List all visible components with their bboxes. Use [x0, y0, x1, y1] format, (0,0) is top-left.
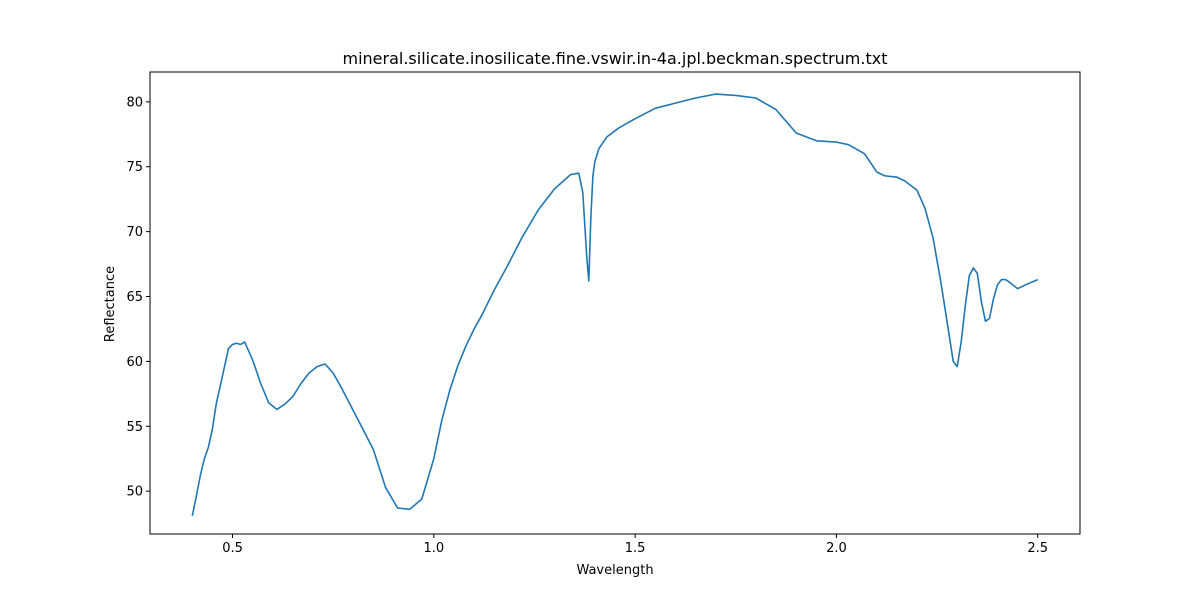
y-tick-label: 80	[126, 95, 143, 110]
plot-area: 0.5 1.0 1.5 2.0 2.5 50 55 60 65 70 75 80	[126, 71, 1081, 556]
y-tick-label: 65	[126, 290, 143, 305]
chart-title: mineral.silicate.inosilicate.fine.vswir.…	[343, 49, 888, 68]
x-tick-label: 2.5	[1027, 541, 1048, 556]
x-tick-label: 2.0	[826, 541, 847, 556]
y-tick-label: 60	[126, 355, 143, 370]
y-tick-label: 50	[126, 485, 143, 500]
x-axis-label: Wavelength	[576, 563, 653, 578]
axes-frame	[149, 71, 1081, 535]
y-tick-label: 55	[126, 420, 143, 435]
y-tick-label: 75	[126, 160, 143, 175]
x-tick-label: 1.0	[423, 541, 444, 556]
x-tick-label: 0.5	[222, 541, 243, 556]
y-tick-label: 70	[126, 225, 143, 240]
y-axis-label: Reflectance	[103, 266, 118, 342]
x-tick-label: 1.5	[625, 541, 646, 556]
series-line-0	[191, 93, 1039, 516]
